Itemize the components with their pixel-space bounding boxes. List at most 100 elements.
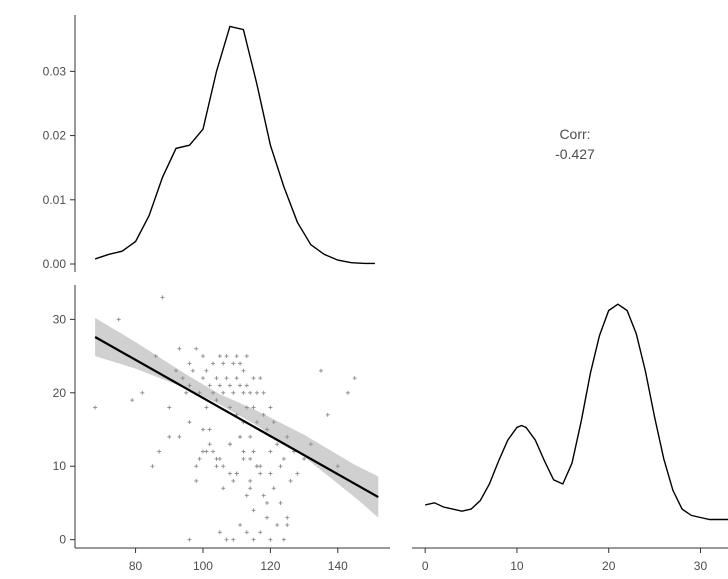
scatter-points bbox=[93, 295, 357, 541]
x-tick-label: 30 bbox=[694, 559, 708, 573]
scatter-point bbox=[221, 486, 225, 490]
scatter-point bbox=[262, 391, 266, 395]
scatter-point bbox=[272, 486, 276, 490]
scatter-point bbox=[157, 450, 161, 454]
scatter-point bbox=[241, 369, 245, 373]
correlation-panel: Corr: -0.427 bbox=[555, 126, 595, 162]
scatter-point bbox=[238, 523, 242, 527]
scatter-point bbox=[295, 472, 299, 476]
y-ticks-top-left: 0.00 0.01 0.02 0.03 bbox=[43, 64, 75, 271]
scatter-point bbox=[221, 361, 225, 365]
scatter-point bbox=[258, 376, 262, 380]
scatter-point bbox=[282, 457, 286, 461]
x-tick-label: 80 bbox=[129, 559, 143, 573]
scatter-point bbox=[208, 428, 212, 432]
scatter-point bbox=[231, 361, 235, 365]
y-tick-label: 0.03 bbox=[43, 64, 67, 78]
scatter-point bbox=[258, 530, 262, 534]
scatter-point bbox=[208, 442, 212, 446]
scatter-point bbox=[268, 450, 272, 454]
scatter-point bbox=[245, 494, 249, 498]
scatter-point bbox=[130, 398, 134, 402]
density-var1-panel: 0.00 0.01 0.02 0.03 bbox=[43, 26, 375, 271]
scatter-point bbox=[241, 450, 245, 454]
scatter-point bbox=[282, 538, 286, 542]
y-tick-label: 0.01 bbox=[43, 193, 67, 207]
scatter-point bbox=[268, 538, 272, 542]
scatter-point bbox=[214, 376, 218, 380]
scatter-point bbox=[117, 317, 121, 321]
scatter-point bbox=[248, 479, 252, 483]
scatter-point bbox=[268, 405, 272, 409]
scatter-point bbox=[218, 383, 222, 387]
scatter-point bbox=[255, 391, 259, 395]
scatter-point bbox=[238, 383, 242, 387]
scatter-point bbox=[265, 516, 269, 520]
scatter-point bbox=[191, 369, 195, 373]
scatter-point bbox=[245, 530, 249, 534]
scatter-point bbox=[214, 457, 218, 461]
scatter-point bbox=[177, 435, 181, 439]
scatter-point bbox=[228, 442, 232, 446]
scatter-point bbox=[140, 391, 144, 395]
scatter-point bbox=[211, 361, 215, 365]
scatter-point bbox=[187, 420, 191, 424]
scatter-point bbox=[248, 457, 252, 461]
scatter-point bbox=[150, 464, 154, 468]
scatter-point bbox=[279, 501, 283, 505]
corr-label: Corr: bbox=[559, 126, 590, 142]
scatter-point bbox=[177, 347, 181, 351]
scatter-point bbox=[204, 405, 208, 409]
scatter-point bbox=[235, 354, 239, 358]
scatter-point bbox=[187, 361, 191, 365]
scatter-point bbox=[235, 472, 239, 476]
scatter-point bbox=[248, 435, 252, 439]
scatter-point bbox=[198, 457, 202, 461]
scatter-point bbox=[248, 486, 252, 490]
scatter-point bbox=[225, 376, 229, 380]
scatter-point bbox=[262, 494, 266, 498]
scatter-point bbox=[231, 538, 235, 542]
scatter-point bbox=[201, 450, 205, 454]
density-var2-panel: 0 10 20 30 bbox=[422, 304, 728, 573]
scatter-point bbox=[161, 295, 165, 299]
corr-value: -0.427 bbox=[555, 146, 595, 162]
x-ticks-bottom-right: 0 10 20 30 bbox=[422, 548, 708, 573]
scatter-point bbox=[194, 347, 198, 351]
scatter-point bbox=[201, 354, 205, 358]
scatter-point bbox=[252, 508, 256, 512]
scatter-point bbox=[228, 472, 232, 476]
scatter-point bbox=[289, 479, 293, 483]
scatter-point bbox=[208, 383, 212, 387]
scatter-point bbox=[319, 369, 323, 373]
scatter-point bbox=[275, 523, 279, 527]
axes bbox=[75, 15, 728, 548]
scatter-point bbox=[167, 405, 171, 409]
scatter-point bbox=[214, 464, 218, 468]
scatter-point bbox=[221, 391, 225, 395]
x-tick-label: 0 bbox=[422, 559, 429, 573]
scatter-point bbox=[225, 354, 229, 358]
scatter-point bbox=[221, 464, 225, 468]
y-tick-label: 20 bbox=[53, 386, 67, 400]
y-tick-label: 0.00 bbox=[43, 257, 67, 271]
y-tick-label: 0.02 bbox=[43, 129, 67, 143]
scatter-point bbox=[275, 442, 279, 446]
y-tick-label: 10 bbox=[53, 459, 67, 473]
scatter-point bbox=[218, 354, 222, 358]
scatter-point bbox=[241, 457, 245, 461]
scatter-point bbox=[248, 391, 252, 395]
scatter-point bbox=[245, 354, 249, 358]
scatter-point bbox=[187, 538, 191, 542]
scatter-point bbox=[194, 479, 198, 483]
scatter-point bbox=[241, 391, 245, 395]
scatter-point bbox=[252, 376, 256, 380]
scatter-point bbox=[268, 472, 272, 476]
scatter-point bbox=[218, 530, 222, 534]
scatter-point bbox=[238, 435, 242, 439]
scatter-point bbox=[167, 435, 171, 439]
scatter-point bbox=[258, 472, 262, 476]
x-ticks-bottom-left: 80 100 120 140 bbox=[129, 548, 348, 573]
scatter-point bbox=[231, 479, 235, 483]
scatter-point bbox=[285, 523, 289, 527]
